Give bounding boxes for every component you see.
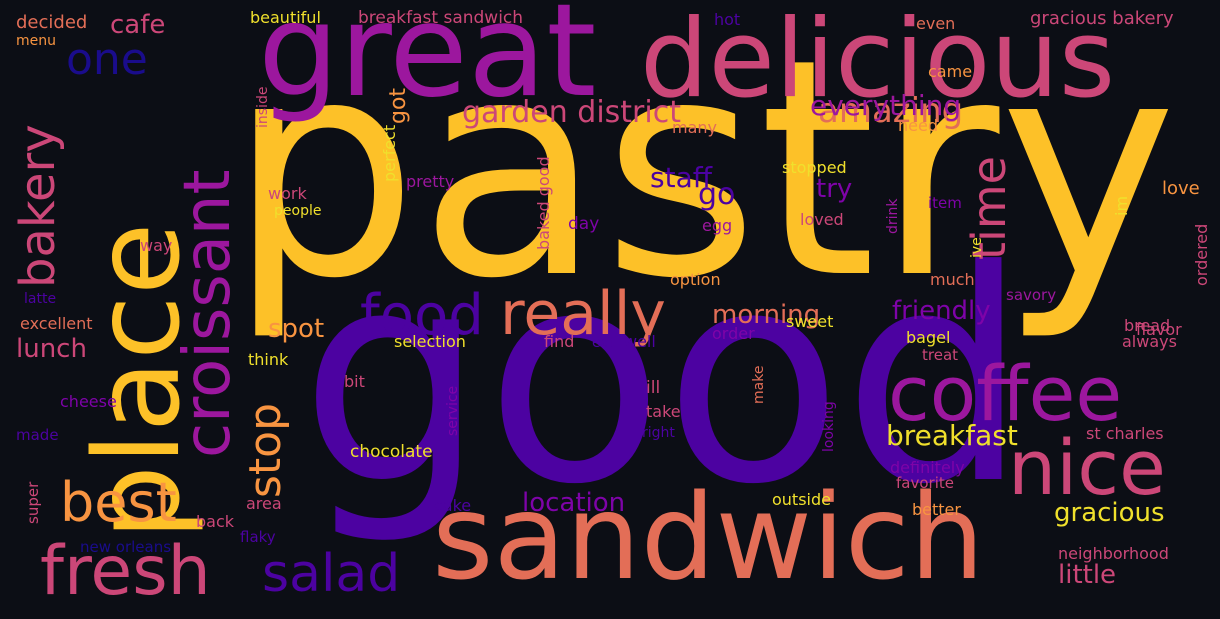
word-egg: egg: [702, 216, 733, 235]
word-everything: everything: [810, 89, 962, 122]
word-ordered: ordered: [1192, 223, 1211, 286]
word-make: make: [751, 365, 767, 404]
word-spot: spot: [268, 314, 325, 344]
word-cake: cake: [434, 496, 472, 515]
word-sweet: sweet: [786, 312, 834, 331]
word-good: good: [300, 208, 1029, 548]
word-delicious: delicious: [640, 0, 1116, 122]
word-chocolate: chocolate: [350, 442, 433, 462]
word-sandwich: sandwich: [432, 468, 985, 606]
word-order: order: [712, 324, 755, 343]
word-think: think: [248, 350, 289, 369]
word-garden-district: garden district: [462, 95, 681, 130]
word-eat: eat: [592, 335, 615, 351]
word-service: service: [445, 385, 461, 436]
word-inside: inside: [255, 86, 271, 128]
word-best: best: [60, 471, 177, 534]
word-perfect: perfect: [380, 124, 399, 182]
word-food: food: [360, 283, 484, 348]
word-item: item: [928, 194, 962, 212]
word-savory: savory: [1006, 286, 1057, 304]
word-area: area: [246, 494, 282, 513]
word-even: even: [916, 14, 956, 33]
word-drink: drink: [885, 198, 901, 234]
word-latte: latte: [24, 291, 57, 307]
word-much: much: [930, 270, 975, 289]
word-stop: stop: [240, 402, 291, 498]
word-gracious-bakery: gracious bakery: [1030, 8, 1174, 29]
word-bit: bit: [344, 372, 365, 391]
word-cheese: cheese: [60, 392, 117, 411]
word-croissant: croissant: [171, 169, 245, 458]
word-pretty: pretty: [406, 172, 455, 191]
word-always: always: [1122, 332, 1177, 351]
word-fresh: fresh: [40, 532, 211, 611]
word-looking: looking: [821, 401, 837, 452]
word-coffee: coffee: [888, 349, 1123, 438]
word-im: im: [1112, 195, 1131, 216]
word-lunch: lunch: [16, 334, 87, 364]
word-really: really: [500, 279, 666, 349]
word-favorite: favorite: [896, 474, 954, 492]
word-morning: morning: [712, 300, 821, 330]
word-new-orleans: new orleans: [80, 538, 172, 556]
word-little: little: [1058, 560, 1117, 590]
word-loved: loved: [800, 210, 844, 229]
word-salad: salad: [262, 544, 401, 604]
word-way: way: [140, 236, 173, 255]
word-find: find: [544, 332, 575, 351]
word-back: back: [196, 512, 235, 531]
word-neighborhood: neighborhood: [1058, 544, 1169, 563]
word-selection: selection: [394, 332, 466, 351]
word-cafe: cafe: [110, 10, 166, 40]
word-outside: outside: [772, 490, 831, 509]
word-baked-good: baked good: [534, 156, 553, 250]
word-ive: ive: [969, 237, 985, 258]
word-ill: ill: [646, 378, 661, 398]
word-day: day: [568, 214, 600, 234]
word-option: option: [670, 270, 721, 289]
word-nice: nice: [1008, 423, 1166, 512]
word-got: got: [386, 87, 411, 124]
word-flaky: flaky: [240, 528, 276, 546]
word-bakery: bakery: [10, 124, 66, 288]
word-breakfast: breakfast: [886, 419, 1018, 452]
word-many: many: [672, 118, 717, 137]
word-excellent: excellent: [20, 314, 93, 333]
word-came: came: [928, 62, 973, 81]
word-decided: decided: [16, 12, 88, 33]
word-work: work: [268, 184, 307, 203]
word-people: people: [274, 203, 322, 219]
word-st-charles: st charles: [1086, 424, 1164, 443]
word-bagel: bagel: [906, 328, 951, 347]
word-bread: bread: [1124, 316, 1171, 335]
word-well: well: [624, 332, 656, 351]
word-amazing: amazing: [818, 91, 964, 131]
word-stopped: stopped: [782, 158, 847, 177]
word-flavor: flavor: [1136, 320, 1182, 339]
word-need: need: [898, 116, 938, 135]
word-better: better: [912, 500, 961, 519]
word-staff: staff: [650, 161, 713, 194]
word-right: right: [642, 425, 675, 441]
word-beautiful: beautiful: [250, 8, 321, 27]
word-definitely: definitely: [890, 458, 965, 477]
word-breakfast-sandwich: breakfast sandwich: [358, 8, 524, 28]
word-gracious: gracious: [1054, 498, 1165, 528]
word-one: one: [66, 34, 148, 85]
word-menu: menu: [16, 33, 56, 49]
word-take: take: [646, 402, 681, 421]
word-location: location: [522, 488, 626, 518]
word-try: try: [816, 174, 853, 204]
word-go: go: [698, 177, 736, 212]
word-great: great: [258, 0, 597, 126]
word-friendly: friendly: [892, 296, 991, 326]
word-made: made: [16, 426, 59, 444]
word-hot: hot: [714, 10, 741, 29]
word-treat: treat: [922, 346, 959, 364]
word-super: super: [24, 481, 42, 524]
word-pastry: pastry: [228, 0, 1178, 344]
word-love: love: [1162, 178, 1200, 199]
